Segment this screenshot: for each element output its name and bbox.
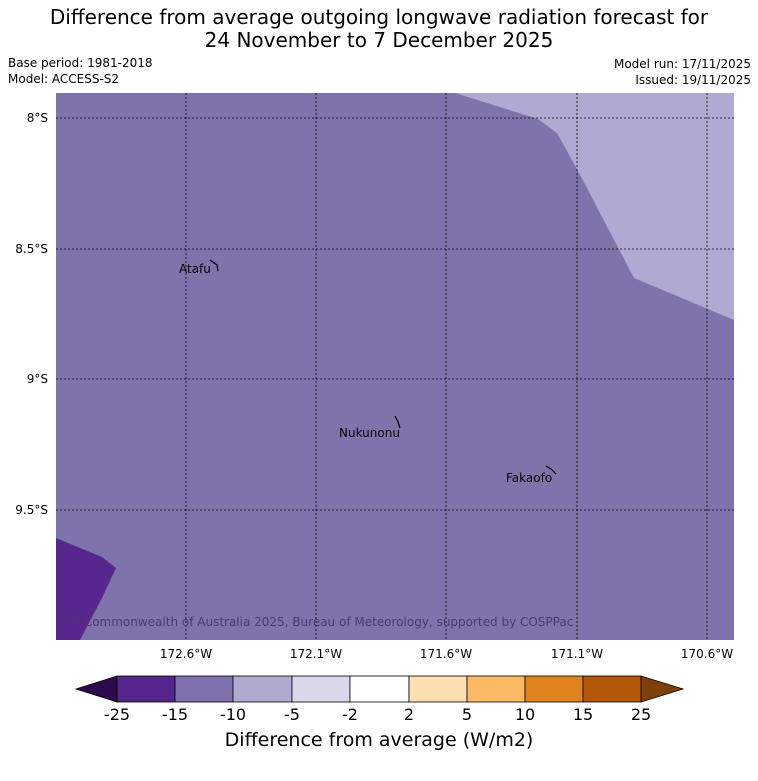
colorbar-tick: 2 <box>403 705 415 724</box>
colorbar-tick: -10 <box>219 705 247 724</box>
lat-label-8-5s: 8.5°S <box>15 242 48 256</box>
lon-label-171-1w: 171.1°W <box>550 647 604 661</box>
map-title-line1: Difference from average outgoing longwav… <box>49 5 709 29</box>
issued-date: Issued: 19/11/2025 <box>635 73 751 87</box>
lat-label-9-5s: 9.5°S <box>15 503 48 517</box>
colorbar <box>74 675 685 703</box>
fakaofo-outline <box>545 465 557 475</box>
colorbar-tick: 10 <box>514 705 536 724</box>
atafu-outline <box>209 259 219 272</box>
anomaly-band-minus10-minus5 <box>455 93 734 320</box>
colorbar-swatch-6 <box>408 675 468 703</box>
colorbar-swatch-7 <box>466 675 526 703</box>
lat-label-9s: 9°S <box>26 372 48 386</box>
colorbar-tick: 5 <box>461 705 473 724</box>
map-title-line2: 24 November to 7 December 2025 <box>204 28 554 52</box>
lon-label-172-6w: 172.6°W <box>159 647 213 661</box>
copyright-notice: © Commonwealth of Australia 2025, Bureau… <box>68 615 573 629</box>
colorbar-tick: -2 <box>342 705 358 724</box>
model-name: Model: ACCESS-S2 <box>8 72 120 86</box>
islands <box>209 259 557 475</box>
colorbar-swatch-5 <box>349 675 410 703</box>
colorbar-tick: -5 <box>284 705 300 724</box>
colorbar-swatch-2 <box>174 675 234 703</box>
graticule <box>56 93 734 640</box>
colorbar-extend-high <box>640 675 685 703</box>
colorbar-title: Difference from average (W/m2) <box>224 729 534 751</box>
meta-right: Model run: 17/11/2025 Issued: 19/11/2025 <box>614 56 751 88</box>
lon-label-170-6w: 170.6°W <box>680 647 734 661</box>
lat-label-8s: 8°S <box>26 111 48 125</box>
place-label-nukunonu: Nukunonu <box>339 426 400 440</box>
place-label-atafu: Atafu <box>179 262 211 276</box>
model-run: Model run: 17/11/2025 <box>613 57 751 71</box>
colorbar-tick: -25 <box>103 705 131 724</box>
colorbar-tick: 25 <box>630 705 652 724</box>
place-label-fakaofo: Fakaofo <box>506 471 552 485</box>
colorbar-swatch-1 <box>116 675 176 703</box>
colorbar-tick: 15 <box>572 705 594 724</box>
colorbar-swatch-8 <box>524 675 584 703</box>
colorbar-tick: -15 <box>161 705 189 724</box>
colorbar-swatch-4 <box>291 675 351 703</box>
anomaly-band-minus25-minus15 <box>56 538 116 640</box>
lon-label-171-6w: 171.6°W <box>419 647 473 661</box>
nukunonu-outline <box>394 415 401 429</box>
base-period: Base period: 1981-2018 <box>8 56 153 70</box>
lon-label-172-1w: 172.1°W <box>289 647 343 661</box>
colorbar-swatch-3 <box>232 675 293 703</box>
meta-left: Base period: 1981-2018 Model: ACCESS-S2 <box>8 55 153 87</box>
colorbar-swatch-9 <box>582 675 642 703</box>
colorbar-extend-low <box>74 675 118 703</box>
